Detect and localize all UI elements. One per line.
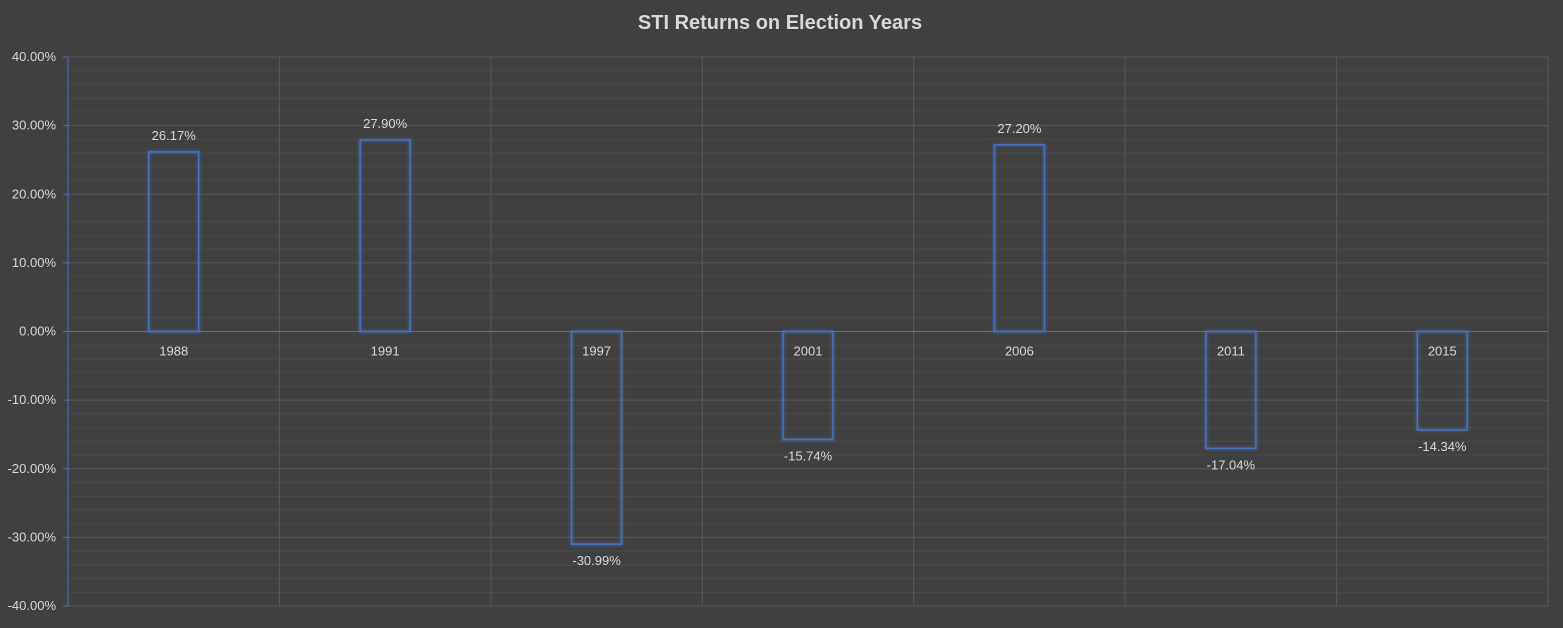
y-tick-label: 10.00% [12, 255, 57, 270]
x-category-label: 1991 [371, 344, 400, 359]
y-tick-label: -10.00% [8, 392, 57, 407]
x-category-label: 1997 [582, 344, 611, 359]
data-label: -15.74% [784, 449, 833, 464]
grid-layer [68, 56, 1549, 607]
axis-layer [63, 56, 1548, 607]
y-tick-label: 20.00% [12, 186, 57, 201]
x-category-label: 1988 [159, 344, 188, 359]
x-category-label: 2011 [1217, 344, 1245, 359]
data-label: 26.17% [152, 128, 197, 143]
bar-1988 [147, 151, 200, 333]
y-tick-label: -30.00% [8, 529, 57, 544]
y-tick-label: 30.00% [12, 118, 57, 133]
data-label: -30.99% [572, 553, 621, 568]
y-tick-label: -20.00% [8, 461, 57, 476]
bar-1997 [570, 330, 623, 545]
data-label: -14.34% [1418, 439, 1467, 454]
bar-layer [147, 139, 1469, 545]
data-label: 27.20% [997, 121, 1042, 136]
data-label: 27.90% [363, 116, 408, 131]
y-tick-label: 40.00% [12, 49, 57, 64]
y-tick-label: -40.00% [8, 598, 57, 613]
x-category-label: 2015 [1428, 344, 1457, 359]
label-layer: 40.00% 30.00% 20.00% 10.00% 0.00% -10.00% -20.… [8, 49, 1467, 613]
chart-title: STI Returns on Election Years [638, 12, 922, 34]
y-tick-label: 0.00% [19, 324, 56, 339]
x-category-label: 2001 [794, 344, 823, 359]
data-label: -17.04% [1207, 457, 1256, 472]
bar-2006 [993, 144, 1046, 333]
x-category-label: 2006 [1005, 344, 1034, 359]
